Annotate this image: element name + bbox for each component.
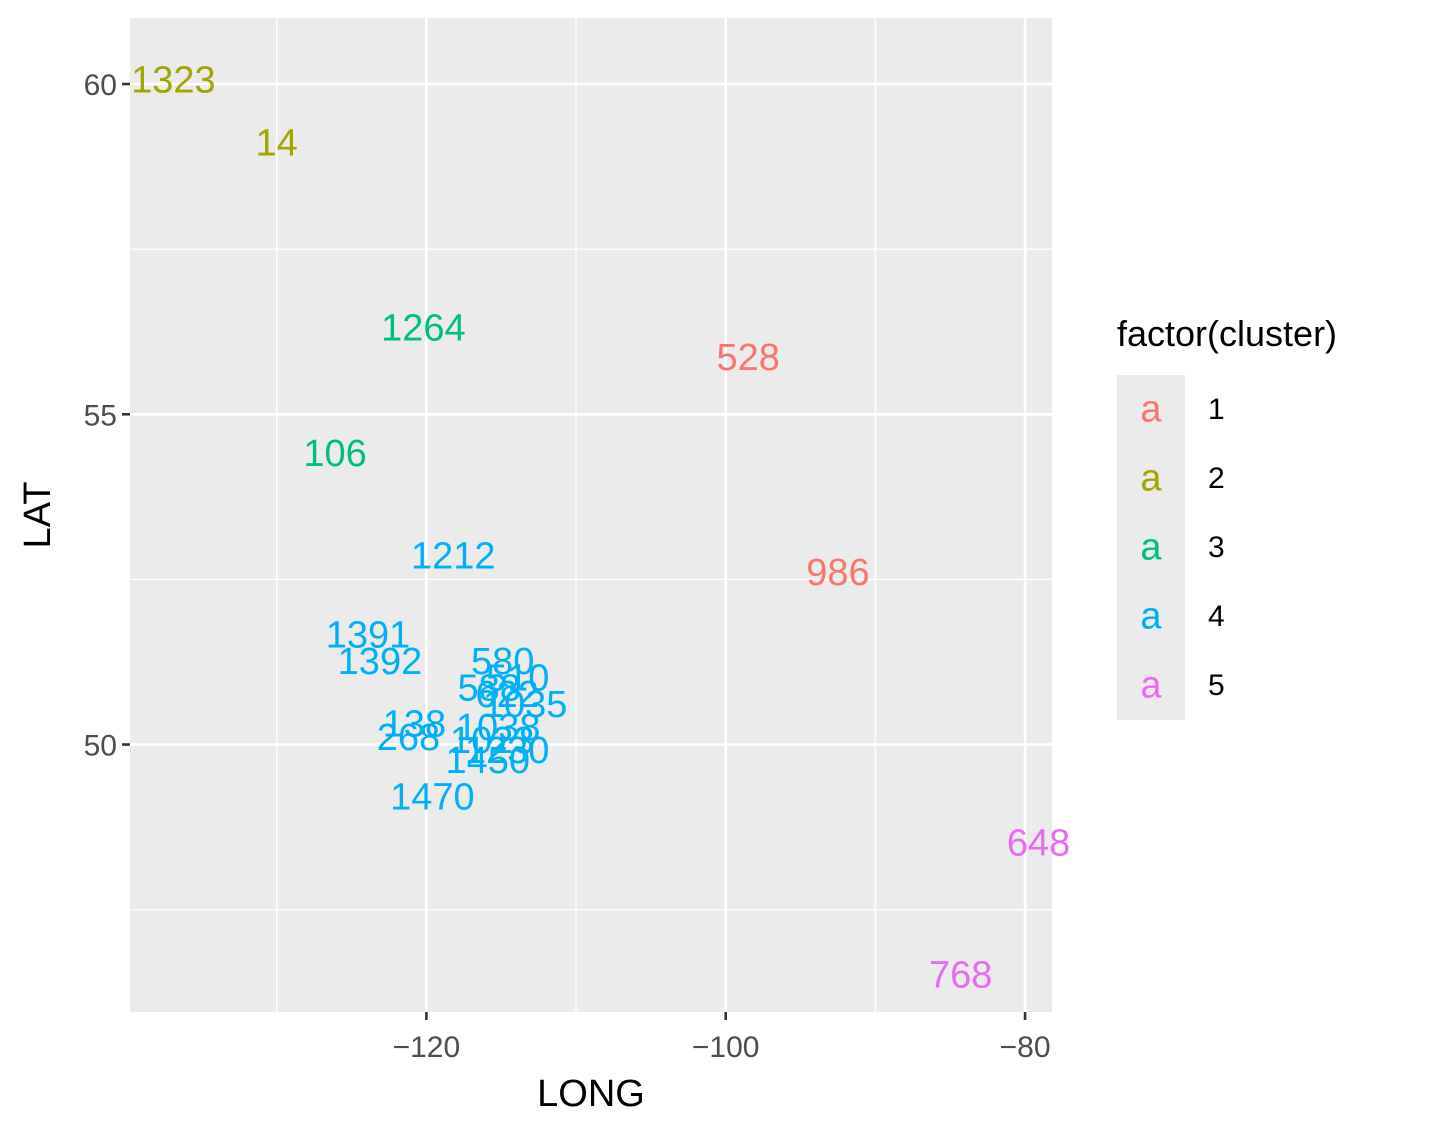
point-label: 268	[377, 717, 440, 759]
point-label: 1035	[483, 684, 568, 726]
point-label: 986	[806, 552, 869, 594]
minor-gridlines	[130, 18, 1052, 1012]
y-axis: 50 55 60	[84, 69, 130, 763]
legend-key-background	[1117, 582, 1185, 651]
legend-key-background	[1117, 513, 1185, 582]
point-label: 1230	[465, 730, 550, 772]
point-label: 138	[383, 704, 446, 746]
point-label: 622	[475, 674, 538, 716]
legend-key-glyph: a	[1140, 458, 1162, 500]
legend-label: 2	[1208, 462, 1225, 495]
legend-label: 1	[1208, 393, 1225, 426]
point-label: 510	[486, 657, 549, 699]
y-tick-label: 55	[84, 399, 117, 432]
legend-title: factor(cluster)	[1117, 313, 1337, 354]
point-label: 106	[303, 433, 366, 475]
legend-entries: a 1 a 2 a 3 a 4 a 5	[1117, 375, 1225, 720]
x-axis: −120 −100 −80	[393, 1012, 1051, 1064]
plot-panel	[130, 18, 1052, 1012]
legend-key-background	[1117, 444, 1185, 513]
point-label: 580	[471, 641, 534, 683]
point-label: 588	[458, 667, 521, 709]
point-label: 1323	[131, 60, 216, 102]
point-label: 1264	[381, 307, 466, 349]
legend: factor(cluster) a 1 a 2 a 3 a 4 a 5	[1117, 313, 1337, 720]
legend-label: 4	[1208, 600, 1225, 633]
x-axis-title: LONG	[537, 1073, 645, 1115]
point-label: 648	[1007, 823, 1070, 865]
legend-key-glyph: a	[1140, 596, 1162, 638]
legend-key-background	[1117, 651, 1185, 720]
point-label: 1038	[456, 707, 541, 749]
y-tick-label: 60	[84, 69, 117, 102]
point-label: 1450	[445, 740, 530, 782]
point-label: 1212	[411, 535, 496, 577]
legend-key-glyph: a	[1140, 665, 1162, 707]
y-axis-title: LAT	[17, 482, 59, 549]
point-label: 1023	[450, 720, 535, 762]
legend-key-background	[1117, 375, 1185, 444]
point-label: 1392	[338, 641, 423, 683]
x-tick-label: −120	[393, 1031, 461, 1064]
legend-label: 3	[1208, 531, 1225, 564]
y-tick-label: 50	[84, 730, 117, 763]
point-label: 14	[256, 122, 298, 164]
legend-key-glyph: a	[1140, 389, 1162, 431]
point-label: 1391	[326, 615, 411, 657]
x-tick-label: −80	[1000, 1031, 1051, 1064]
legend-label: 5	[1208, 669, 1225, 702]
major-gridlines	[130, 18, 1052, 1012]
x-tick-label: −100	[692, 1031, 760, 1064]
point-label: 528	[716, 337, 779, 379]
point-label: 1470	[390, 776, 475, 818]
legend-key-glyph: a	[1140, 527, 1162, 569]
point-label: 768	[929, 955, 992, 997]
